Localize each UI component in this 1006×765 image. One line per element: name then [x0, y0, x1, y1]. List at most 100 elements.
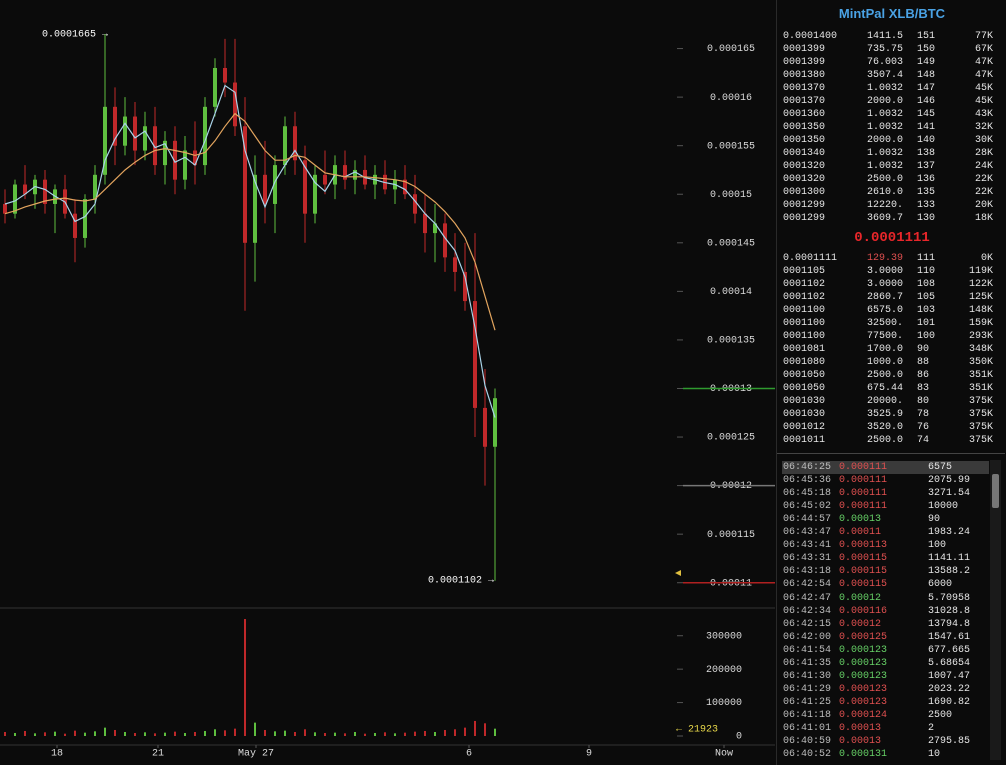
bid-cell: 0001105	[783, 266, 826, 277]
candle-body	[433, 223, 437, 234]
volume-bar	[304, 729, 306, 736]
trade-time: 06:45:36	[783, 475, 832, 487]
ask-cell: 22K	[974, 187, 993, 198]
trade-time: 06:41:29	[783, 683, 832, 695]
volume-bar	[254, 722, 256, 736]
trade-price: 0.000115	[839, 579, 888, 591]
ask-cell: 0001350	[783, 122, 826, 133]
ask-cell: 135	[917, 187, 936, 198]
trade-amount: 6575	[928, 462, 953, 473]
bid-cell: 159K	[968, 318, 993, 329]
ask-cell: 130	[917, 213, 936, 224]
ask-cell: 32K	[974, 122, 993, 133]
trade-amount: 1983.24	[928, 527, 971, 539]
y-tick-label: 0.000135	[707, 336, 755, 347]
candle-body	[213, 67, 217, 107]
volume-bar	[44, 732, 46, 736]
bid-cell: 350K	[968, 357, 993, 368]
volume-bar	[264, 729, 266, 736]
candle-body	[123, 116, 127, 146]
candle-body	[263, 174, 267, 204]
ask-cell: 2000.0	[867, 96, 904, 107]
trade-time: 06:43:18	[783, 566, 832, 578]
trade-amount: 1141.11	[928, 553, 971, 565]
trade-price: 0.000111	[839, 462, 888, 473]
bid-cell: 3.0000	[867, 279, 904, 290]
trade-amount: 90	[928, 514, 941, 526]
trade-price: 0.00012	[839, 618, 882, 630]
volume-bar	[194, 731, 196, 736]
candle-body	[473, 301, 477, 408]
row-highlight	[782, 461, 989, 474]
y-tick-label: 0.00015	[710, 190, 752, 201]
ask-cell: 24K	[974, 161, 993, 172]
ask-cell: 28K	[974, 148, 993, 159]
ask-cell: 1411.5	[867, 31, 904, 42]
volume-bar	[94, 731, 96, 736]
candle-body	[293, 126, 297, 161]
bid-cell: 2860.7	[867, 292, 904, 303]
trade-time: 06:43:47	[783, 527, 832, 539]
bid-cell: 375K	[968, 396, 993, 407]
bid-cell: 20000.	[867, 396, 904, 407]
bid-cell: 2500.0	[867, 370, 904, 381]
bid-cell: 86	[917, 370, 930, 381]
candle-body	[273, 165, 277, 204]
ask-cell: 43K	[974, 109, 993, 120]
trade-price: 0.00013	[839, 736, 882, 748]
volume-bar	[104, 727, 106, 736]
volume-bar	[364, 733, 366, 736]
candle-body	[453, 257, 457, 272]
ask-cell: 30K	[974, 135, 993, 146]
trade-time: 06:42:47	[783, 592, 832, 604]
trade-price: 0.000123	[839, 644, 888, 656]
trade-amount: 100	[928, 540, 947, 552]
trade-time: 06:44:57	[783, 514, 832, 526]
ask-cell: 151	[917, 31, 936, 42]
volume-bar	[204, 730, 206, 736]
trade-time: 06:41:30	[783, 670, 832, 682]
scrollbar[interactable]	[990, 460, 1001, 760]
bid-cell: 76	[917, 422, 930, 433]
trade-amount: 10000	[928, 501, 959, 513]
candle-body	[283, 126, 287, 166]
volume-tick-label: 100000	[706, 698, 742, 709]
bid-cell: 83	[917, 383, 930, 394]
candle-body	[103, 106, 107, 175]
trade-time: 06:46:25	[783, 462, 832, 473]
candle-body	[413, 194, 417, 214]
bid-cell: 90	[917, 344, 930, 355]
trade-price: 0.000111	[839, 488, 888, 500]
ask-cell: 47K	[974, 57, 993, 68]
trade-time: 06:41:54	[783, 644, 832, 656]
y-tick-label: 0.00016	[710, 93, 752, 104]
candle-body	[203, 106, 207, 166]
bid-cell: 108	[917, 279, 936, 290]
ask-cell: 0001399	[783, 57, 826, 68]
ask-cell: 0001320	[783, 174, 826, 185]
trade-time: 06:42:54	[783, 579, 832, 591]
scrollbar-thumb[interactable]	[992, 474, 999, 508]
trade-time: 06:43:41	[783, 540, 832, 552]
bid-cell: 100	[917, 331, 936, 342]
ask-cell: 141	[917, 122, 936, 133]
bid-cell: 351K	[968, 383, 993, 394]
bid-cell: 78	[917, 409, 930, 420]
ask-cell: 0001350	[783, 135, 826, 146]
ask-cell: 67K	[974, 44, 993, 55]
trade-price: 0.000123	[839, 670, 888, 682]
ask-cell: 1.0032	[867, 109, 904, 120]
y-tick-label: 0.000115	[707, 530, 755, 541]
candle-body	[73, 213, 77, 238]
candle-body	[93, 174, 97, 200]
bid-cell: 101	[917, 318, 936, 329]
ask-cell: 0001370	[783, 83, 826, 94]
bid-cell: 0001080	[783, 357, 826, 368]
trade-price: 0.000113	[839, 540, 888, 552]
volume-bar	[64, 733, 66, 736]
trade-time: 06:40:52	[783, 749, 832, 761]
bid-cell: 105	[917, 292, 936, 303]
bid-cell: 375K	[968, 422, 993, 433]
volume-bar	[324, 732, 326, 736]
bid-cell: 148K	[968, 305, 993, 316]
